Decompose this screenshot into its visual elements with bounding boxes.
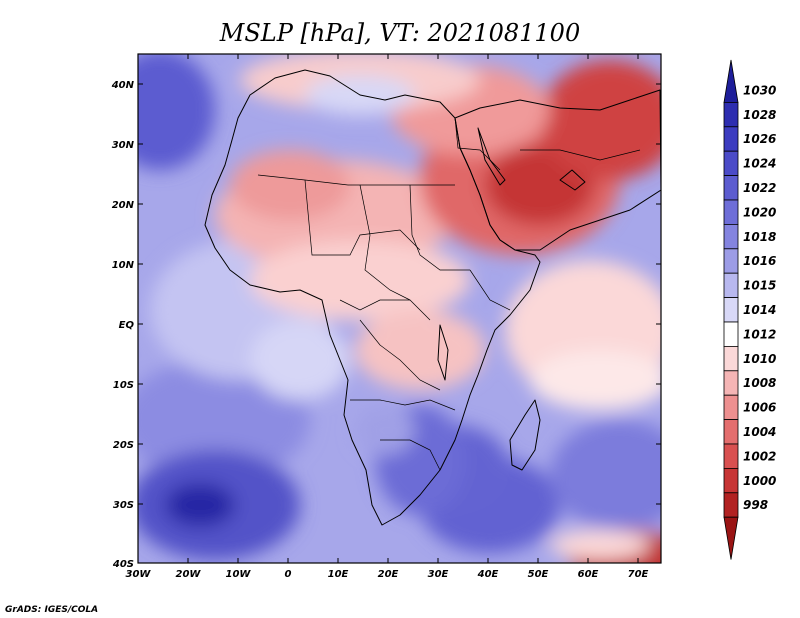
colorbar-segment: [723, 223, 739, 250]
colorbar-segment: [723, 492, 739, 518]
colorbar-label: 1012: [743, 327, 776, 341]
y-tick-label: 40S: [112, 559, 134, 570]
map-title: MSLP [hPa], VT: 2021081100: [219, 19, 580, 47]
colorbar-label: 1004: [743, 425, 776, 439]
colorbar-label: 998: [743, 498, 768, 512]
x-tick-label: 0: [285, 569, 292, 580]
y-tick-label: 10N: [112, 260, 135, 271]
colorbar-segment: [723, 370, 739, 396]
x-tick-label: 10W: [226, 569, 252, 580]
country-borders: [257, 117, 641, 471]
colorbar-segment: [723, 272, 739, 299]
y-tick-label: 20N: [112, 200, 135, 211]
y-tick-label: EQ: [119, 320, 135, 331]
colorbar-segment: [723, 150, 739, 176]
colorbar-segment: [723, 175, 739, 201]
colorbar-segment: [723, 297, 739, 323]
x-tick-label: 10E: [328, 569, 349, 580]
colorbar: 1030 1028 1026 1024 1022 1020 1018 1016 1015 1014…: [723, 59, 776, 560]
colorbar-label: 1010: [743, 352, 776, 366]
colorbar-label: 1020: [743, 205, 776, 219]
y-axis: 40N 30N 20N 10N EQ 10S 20S 30S 40S: [111, 80, 661, 570]
colorbar-segment: [723, 394, 739, 421]
x-tick-label: 30W: [126, 569, 152, 580]
colorbar-segment: [723, 467, 739, 494]
x-tick-label: 70E: [628, 569, 649, 580]
colorbar-segment: [723, 443, 739, 469]
pressure-field: [138, 54, 661, 563]
colorbar-label: 1000: [743, 474, 776, 488]
y-tick-label: 30S: [113, 500, 134, 511]
colorbar-label: 1026: [743, 132, 776, 146]
x-axis: 30W 20W 10W 0 10E 20E 30E 40E 50E 60E 70E: [126, 54, 649, 580]
colorbar-segment: [723, 321, 739, 347]
colorbar-label: 1030: [743, 83, 776, 97]
plot-frame: [137, 53, 662, 564]
colorbar-segment: [723, 199, 739, 225]
colorbar-segment: [723, 345, 739, 372]
y-tick-label: 40N: [111, 80, 135, 91]
colorbar-label: 1028: [743, 108, 776, 122]
colorbar-label: 1002: [743, 449, 776, 463]
colorbar-segment: [723, 248, 739, 274]
colorbar-label: 1022: [743, 181, 776, 195]
colorbar-label: 1015: [743, 279, 776, 293]
colorbar-label: 1024: [743, 157, 776, 171]
colorbar-label: 1006: [743, 401, 776, 415]
x-tick-label: 40E: [477, 569, 499, 580]
x-tick-label: 20E: [378, 569, 399, 580]
x-tick-label: 50E: [528, 569, 549, 580]
colorbar-label: 1016: [743, 254, 776, 268]
x-tick-label: 30E: [428, 569, 449, 580]
y-tick-label: 30N: [112, 140, 135, 151]
colorbar-label: 1008: [743, 376, 776, 390]
colorbar-bottom-arrow: [723, 516, 739, 560]
coastlines: [204, 69, 661, 526]
credit-text: GrADS: IGES/COLA: [5, 605, 98, 615]
colorbar-segment: [723, 126, 739, 152]
x-tick-label: 60E: [578, 569, 599, 580]
x-tick-label: 20W: [176, 569, 202, 580]
colorbar-top-arrow: [723, 59, 739, 103]
y-tick-label: 10S: [113, 380, 134, 391]
colorbar-segment: [723, 419, 739, 445]
colorbar-label: 1018: [743, 230, 776, 244]
colorbar-segment: [723, 102, 739, 128]
colorbar-label: 1014: [743, 303, 776, 317]
y-tick-label: 20S: [113, 440, 134, 451]
